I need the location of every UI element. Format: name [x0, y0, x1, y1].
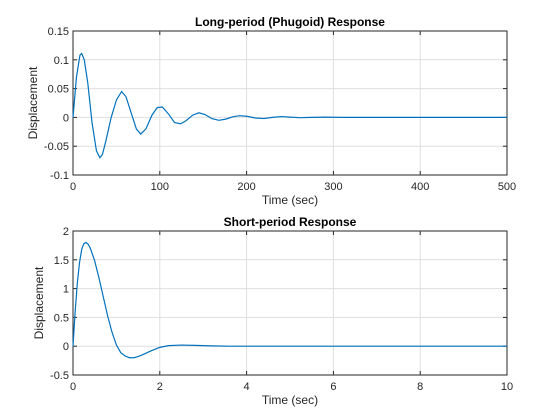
phugoid-x-tick-label: 400 [411, 181, 429, 193]
short-period-y-tick-label: 2 [63, 226, 69, 238]
phugoid-x-tick-label: 500 [498, 181, 516, 193]
phugoid-response-line [72, 52, 507, 159]
phugoid-x-tick-label: 200 [237, 181, 255, 193]
phugoid-axes: Long-period (Phugoid) Response 0 100 200 30… [26, 15, 516, 207]
phugoid-y-tick-label: 0.1 [54, 55, 69, 67]
phugoid-plot-area [72, 30, 508, 176]
phugoid-y-label: Displacement [26, 66, 40, 139]
short-period-plot-area [72, 230, 508, 376]
short-period-x-label: Time (sec) [262, 393, 318, 407]
short-period-x-tick-label: 10 [501, 381, 513, 393]
phugoid-x-ticks: 0 100 200 300 400 500 [70, 31, 516, 193]
short-period-y-ticks: -0.5 0 0.5 1 1.5 2 [50, 226, 507, 382]
short-period-y-tick-label: 1.5 [54, 255, 69, 267]
phugoid-x-tick-label: 300 [324, 181, 342, 193]
short-period-axes: Short-period Response 0 2 4 6 8 10 -0.500.511… [32, 215, 513, 407]
short-period-y-tick-label: -0.5 [50, 370, 69, 382]
short-period-x-tick-label: 0 [70, 381, 76, 393]
short-period-x-ticks: 0 2 4 6 8 10 [70, 231, 513, 393]
short-period-y-tick-label: 0.5 [54, 312, 69, 324]
short-period-response-line [72, 241, 507, 359]
short-period-x-tick-label: 4 [244, 381, 250, 393]
phugoid-y-tick-label: 0.15 [48, 26, 69, 38]
short-period-x-tick-label: 2 [157, 381, 163, 393]
short-period-series [72, 241, 507, 359]
short-period-grid [73, 231, 507, 375]
phugoid-x-tick-label: 0 [70, 181, 76, 193]
phugoid-y-tick-label: -0.05 [44, 141, 69, 153]
phugoid-x-tick-label: 100 [151, 181, 169, 193]
short-period-y-tick-label: 0 [63, 341, 69, 353]
phugoid-y-tick-label: 0 [63, 112, 69, 124]
phugoid-y-tick-label: -0.1 [50, 170, 69, 182]
short-period-x-tick-label: 8 [417, 381, 423, 393]
phugoid-title: Long-period (Phugoid) Response [195, 15, 385, 29]
phugoid-y-tick-label: 0.05 [48, 84, 69, 96]
short-period-y-tick-label: 1 [63, 284, 69, 296]
phugoid-series [72, 52, 507, 159]
short-period-title: Short-period Response [224, 215, 357, 229]
phugoid-x-label: Time (sec) [262, 193, 318, 207]
short-period-y-label: Displacement [32, 266, 46, 339]
short-period-x-tick-label: 6 [330, 381, 336, 393]
